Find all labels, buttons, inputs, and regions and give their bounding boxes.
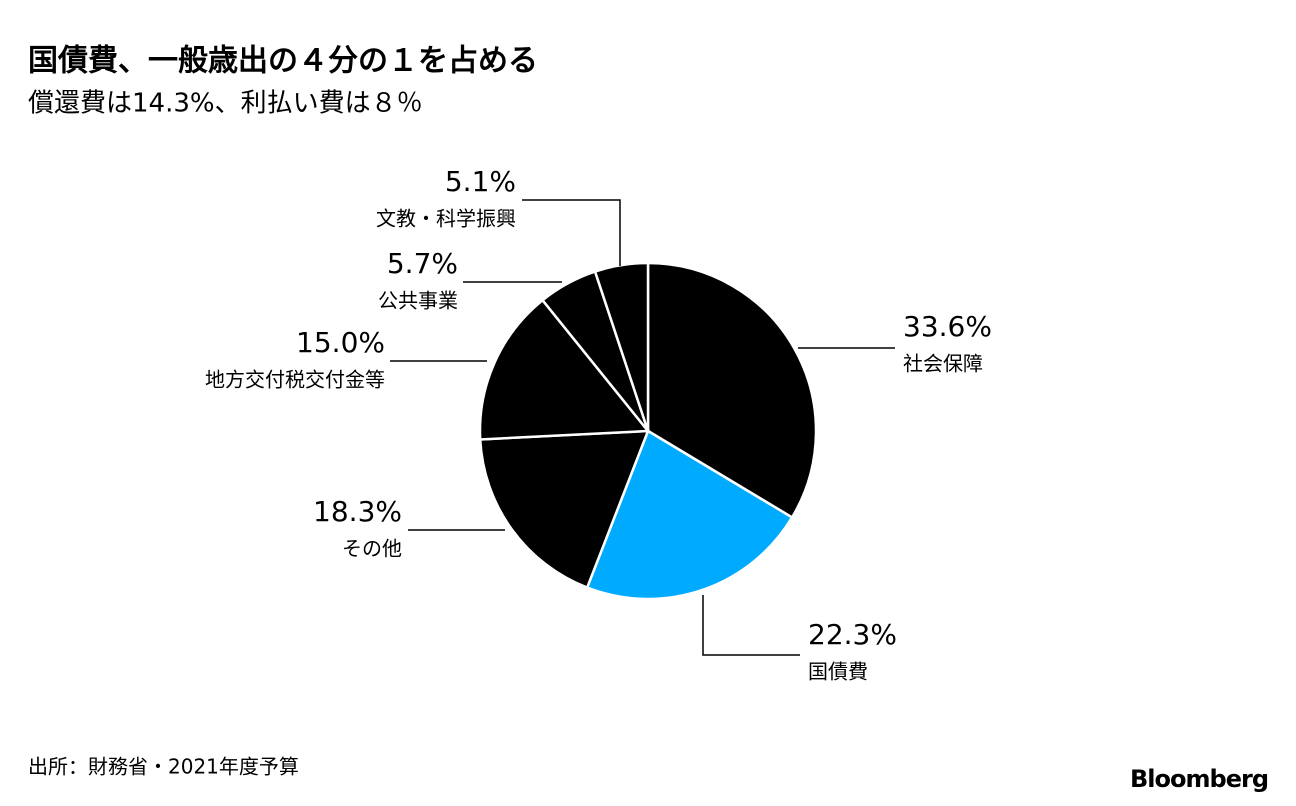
value-label: 18.3% [313,495,402,528]
value-label: 22.3% [808,618,897,651]
leader-line [702,595,800,656]
category-label: 国債費 [808,660,868,684]
pie-slice [593,261,650,432]
category-label: その他 [342,537,402,561]
value-label: 33.6% [903,310,992,343]
value-label: 5.7% [387,247,458,280]
category-label: 社会保障 [903,352,983,376]
pie-slice [585,429,794,601]
logo: Bloomberg [1130,765,1268,793]
chart-title: 国債費、一般歳出の４分の１を占める [28,44,538,79]
chart-subtitle: 償還費は14.3%、利払い費は８％ [28,89,423,119]
category-label: 地方交付税交付金等 [205,368,385,392]
pie-slice [478,298,651,441]
pie-slice [478,429,650,590]
value-label: 5.1% [445,165,516,198]
source-note: 出所：財務省・2021年度予算 [28,755,299,779]
value-label: 15.0% [296,326,385,359]
pie-slice [646,261,818,520]
leader-line [522,199,621,266]
category-label: 文教・科学振興 [376,207,516,231]
category-label: 公共事業 [378,289,458,313]
